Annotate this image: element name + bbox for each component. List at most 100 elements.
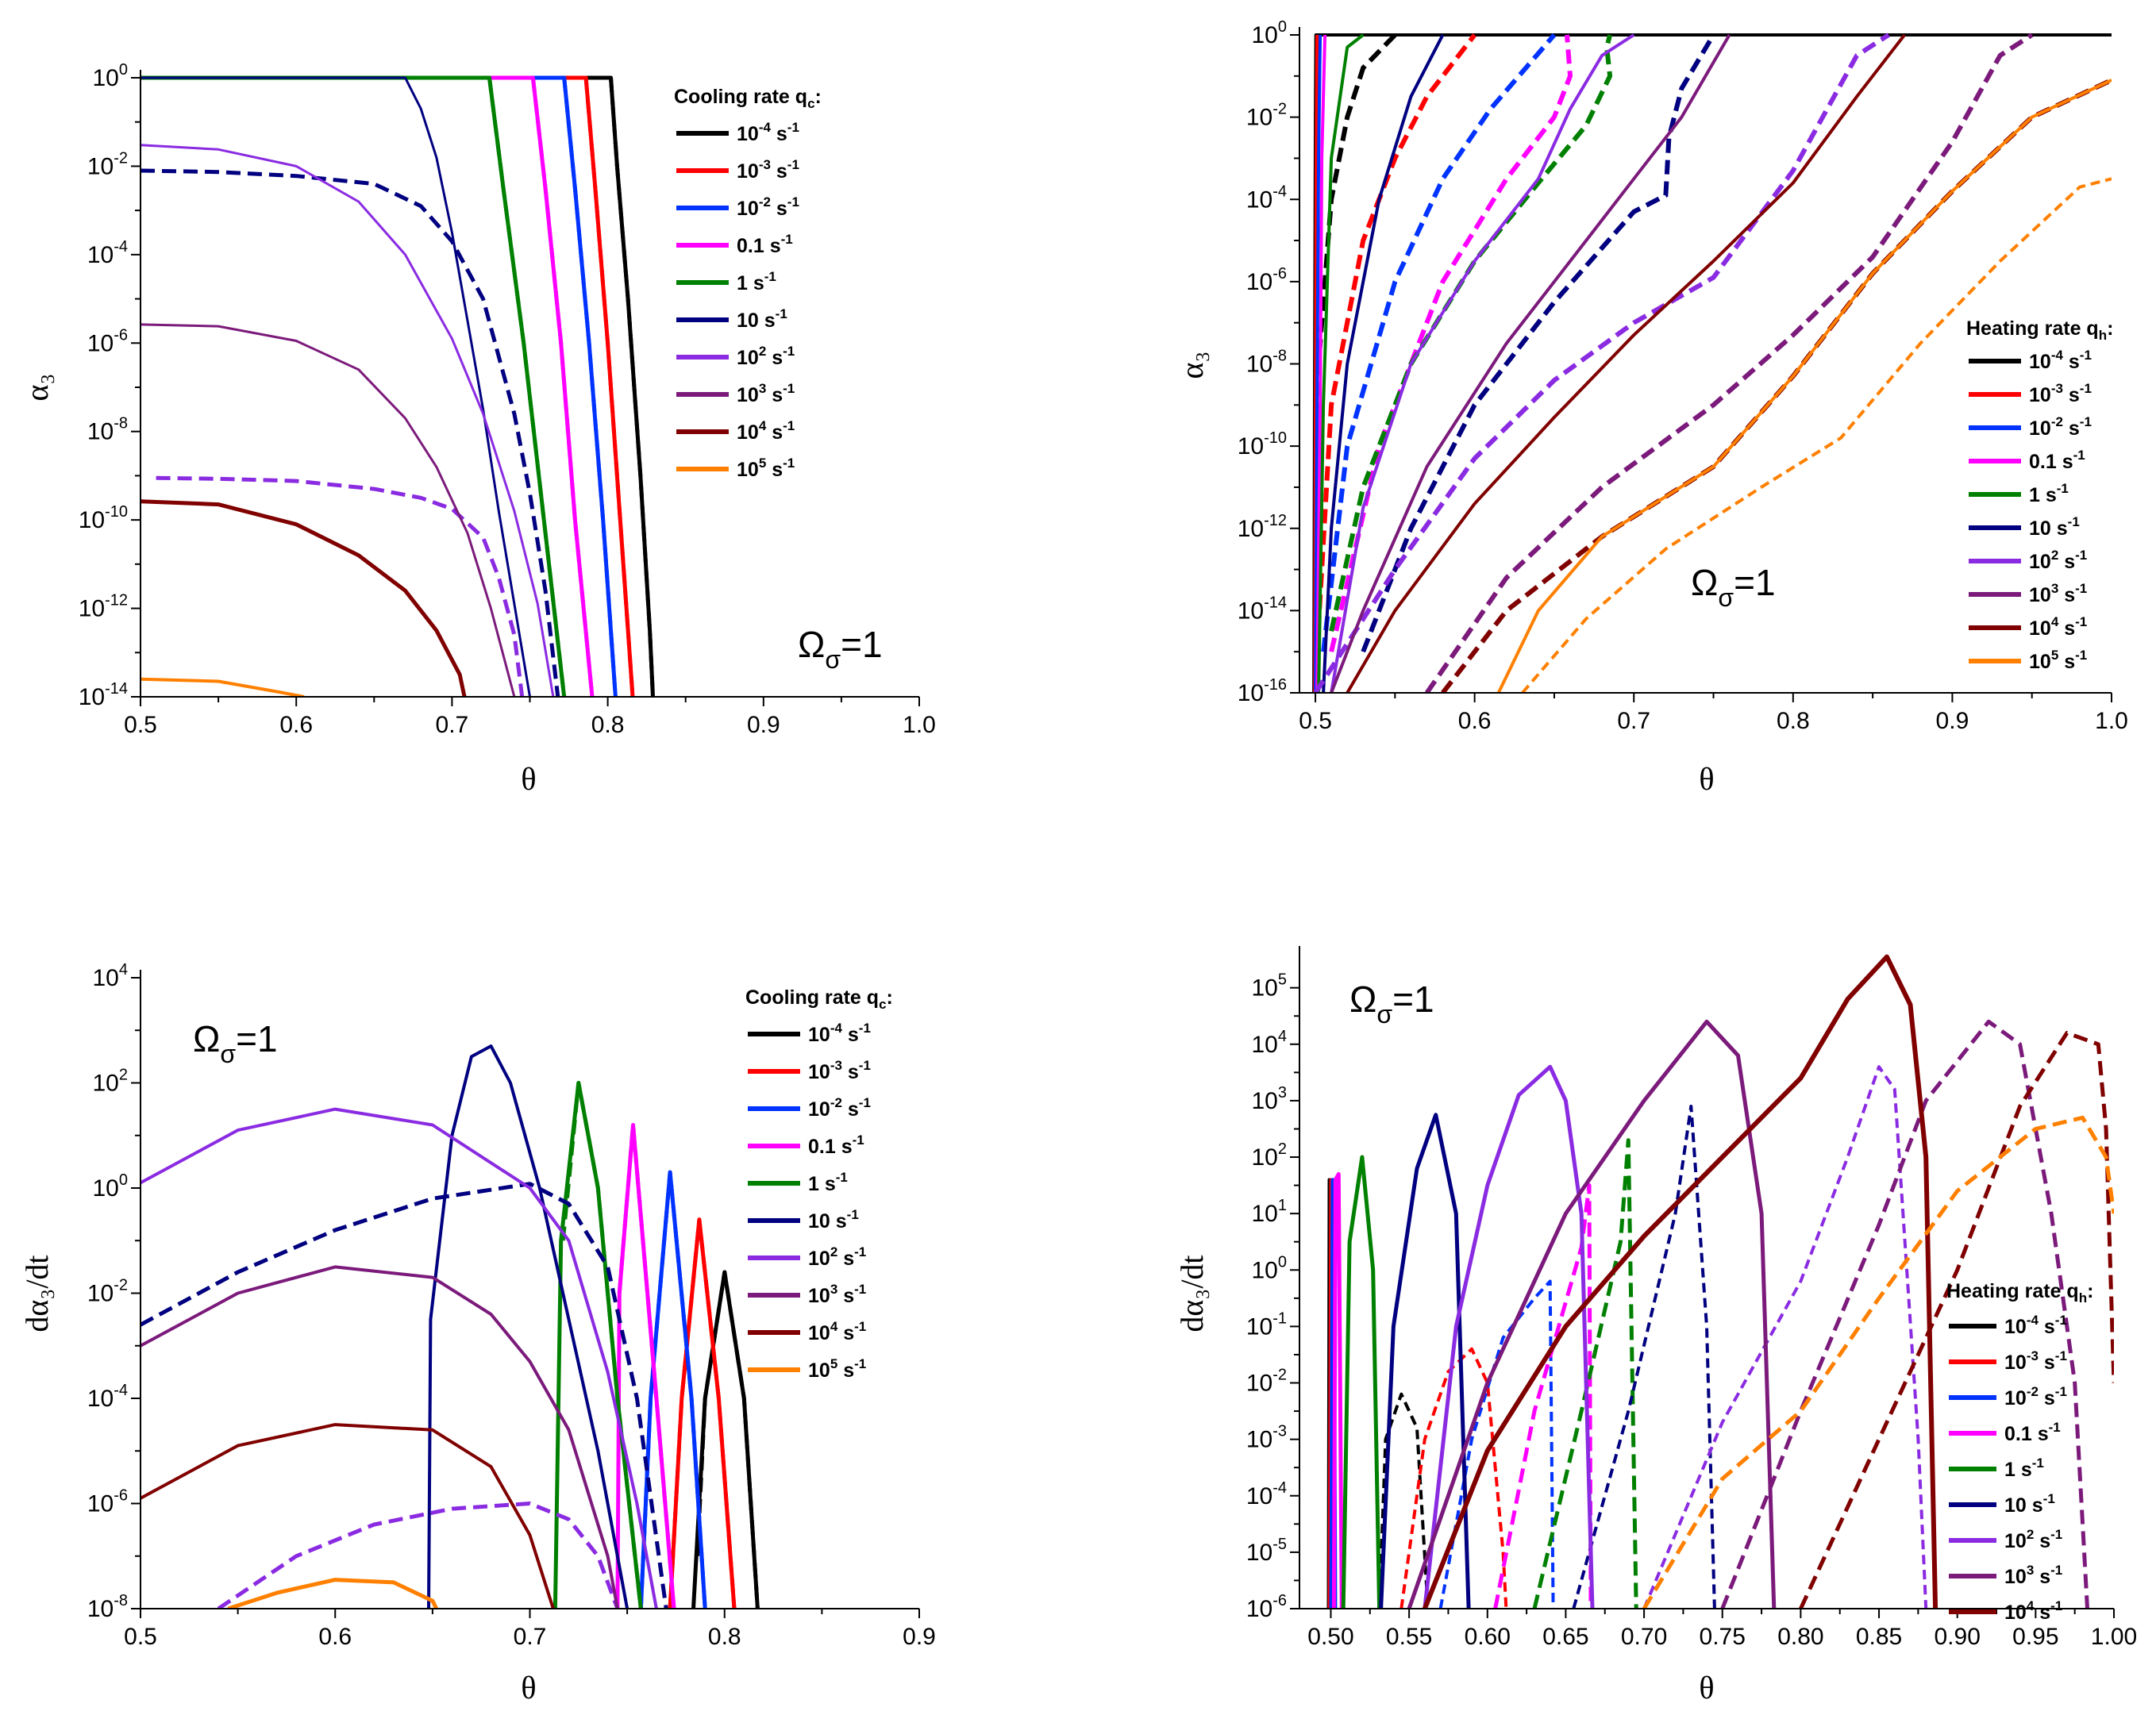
y-tick-label: 101 [1252, 1197, 1288, 1227]
legend-entry: 102 s-1 [748, 1244, 866, 1270]
legend: Cooling rate qc: 10-4 s-1 10-3 s-1 10-2 s-1… [674, 86, 822, 481]
legend-entry: 103 s-1 [1949, 1563, 2062, 1588]
series-line-bl-7 [617, 1123, 676, 1609]
legend-label: 103 s-1 [2029, 581, 2087, 606]
y-axis-label: dα₃/dt [1174, 1255, 1210, 1332]
series-group [1326, 954, 2114, 1609]
series-line-br-14 [1407, 1019, 1777, 1609]
y-tick-label: 105 [1252, 971, 1288, 1002]
legend-label: 10-4 s-1 [808, 1021, 871, 1046]
x-tick-label: 0.8 [591, 712, 625, 738]
legend-entry: 1 s-1 [1969, 481, 2069, 506]
series-line-tl-14 [141, 323, 516, 697]
legend-title: Heating rate qh: [1946, 1280, 2093, 1305]
legend-label: 10-4 s-1 [2029, 348, 2092, 373]
legend-entry: 10-2 s-1 [676, 194, 799, 220]
omega-sigma-annotation: Ωσ=1 [193, 1018, 278, 1068]
legend-label: 10-4 s-1 [2004, 1313, 2067, 1338]
y-tick-label: 10-10 [79, 503, 128, 533]
x-tick-label: 0.75 [1700, 1624, 1746, 1650]
series-line-br-3 [1399, 1347, 1508, 1609]
legend-entry: 0.1 s-1 [676, 232, 793, 257]
series-line-tl-16 [141, 677, 305, 697]
x-tick-label: 0.95 [2012, 1624, 2058, 1650]
x-tick-label: 0.80 [1777, 1624, 1823, 1650]
legend-entry: 104 s-1 [748, 1319, 866, 1344]
series-line-bl-11 [141, 1182, 668, 1609]
legend-entry: 10-3 s-1 [1949, 1348, 2067, 1374]
omega-sigma-annotation: Ωσ=1 [1349, 979, 1434, 1029]
x-tick-label: 1.0 [903, 712, 936, 738]
legend-label: 104 s-1 [737, 418, 795, 444]
legend-entry: 10 s-1 [1969, 514, 2080, 540]
x-tick-label: 0.70 [1621, 1624, 1667, 1650]
series-line-tr-12 [1330, 33, 1635, 693]
series-line-tl-9 [487, 77, 567, 697]
series-line-br-7 [1493, 1183, 1593, 1609]
y-tick-label: 10-4 [1246, 1479, 1287, 1509]
legend-label: 1 s-1 [808, 1170, 848, 1195]
legend-entry: 10-3 s-1 [748, 1058, 871, 1083]
legend-label: 0.1 s-1 [2029, 448, 2085, 473]
x-tick-label: 0.7 [436, 712, 469, 738]
x-tick-label: 0.5 [1299, 708, 1332, 734]
y-tick-label: 104 [1252, 1028, 1288, 1058]
y-axis-label: α₃ [19, 374, 55, 402]
legend-label: 10-2 s-1 [808, 1095, 871, 1121]
y-tick-label: 10-2 [1246, 1367, 1287, 1397]
y-tick-label: 10-8 [87, 1592, 128, 1622]
legend-entry: 10-2 s-1 [1969, 414, 2092, 440]
series-line-tr-5 [1321, 33, 1557, 652]
legend-label: 102 s-1 [2004, 1527, 2062, 1552]
legend-label: 1 s-1 [2029, 481, 2069, 506]
legend-label: 10 s-1 [2004, 1491, 2055, 1517]
series-line-tl-3 [583, 77, 635, 697]
series-line-br-8 [1341, 1155, 1382, 1609]
series-line-tr-9 [1329, 34, 1613, 632]
y-tick-label: 10-8 [1246, 348, 1287, 378]
series-line-bl-3 [668, 1217, 737, 1609]
y-tick-label: 10-6 [87, 326, 128, 356]
series-line-tr-6 [1315, 34, 1327, 693]
legend-entry: 105 s-1 [748, 1356, 866, 1382]
y-tick-label: 10-6 [1246, 265, 1287, 295]
legend-label: 1 s-1 [737, 269, 776, 294]
series-line-br-13 [1642, 1065, 1928, 1609]
series-line-tl-13 [156, 475, 525, 697]
legend-entry: 10-4 s-1 [676, 120, 799, 145]
legend-label: 0.1 s-1 [2004, 1420, 2061, 1445]
series-line-bl-13 [217, 1502, 620, 1609]
x-tick-label: 0.6 [1458, 708, 1492, 734]
legend-label: 104 s-1 [2004, 1598, 2062, 1624]
series-line-tr-3 [1315, 33, 1476, 652]
legend-entry: 10 s-1 [676, 306, 787, 332]
legend-label: 102 s-1 [808, 1244, 866, 1270]
legend-entry: 1 s-1 [1949, 1455, 2044, 1481]
series-line-tl-12 [141, 144, 555, 697]
legend: Cooling rate qc: 10-4 s-1 10-3 s-1 10-2 s-1… [745, 986, 893, 1382]
series-line-br-9 [1532, 1138, 1638, 1609]
legend: Heating rate qh: 10-4 s-1 10-3 s-1 10-2 s-1… [1966, 317, 2113, 673]
y-tick-label: 10-1 [1246, 1309, 1287, 1340]
series-line-br-1 [1377, 1392, 1430, 1609]
legend-entry: 105 s-1 [676, 456, 795, 481]
legend-label: 10-3 s-1 [737, 157, 799, 183]
legend-label: 0.1 s-1 [737, 232, 793, 257]
series-line-tr-15 [1425, 33, 2034, 693]
y-tick-label: 10-2 [87, 1277, 128, 1307]
y-tick-label: 10-6 [1246, 1592, 1287, 1622]
y-tick-label: 102 [93, 1067, 129, 1097]
y-tick-label: 103 [1252, 1084, 1288, 1114]
y-tick-label: 10-2 [1246, 101, 1287, 131]
x-tick-label: 0.55 [1386, 1624, 1432, 1650]
x-axis-label: θ [1699, 1670, 1714, 1705]
series-line-tl-11 [141, 168, 560, 697]
x-tick-label: 1.00 [2091, 1624, 2137, 1650]
legend-label: 104 s-1 [2029, 614, 2087, 640]
legend-label: 10-4 s-1 [737, 120, 799, 145]
x-tick-label: 1.0 [2095, 708, 2128, 734]
series-line-bl-10 [427, 1044, 629, 1609]
legend-entry: 102 s-1 [1949, 1527, 2062, 1552]
legend-label: 105 s-1 [808, 1356, 866, 1382]
y-axis-label: dα₃/dt [19, 1255, 55, 1332]
